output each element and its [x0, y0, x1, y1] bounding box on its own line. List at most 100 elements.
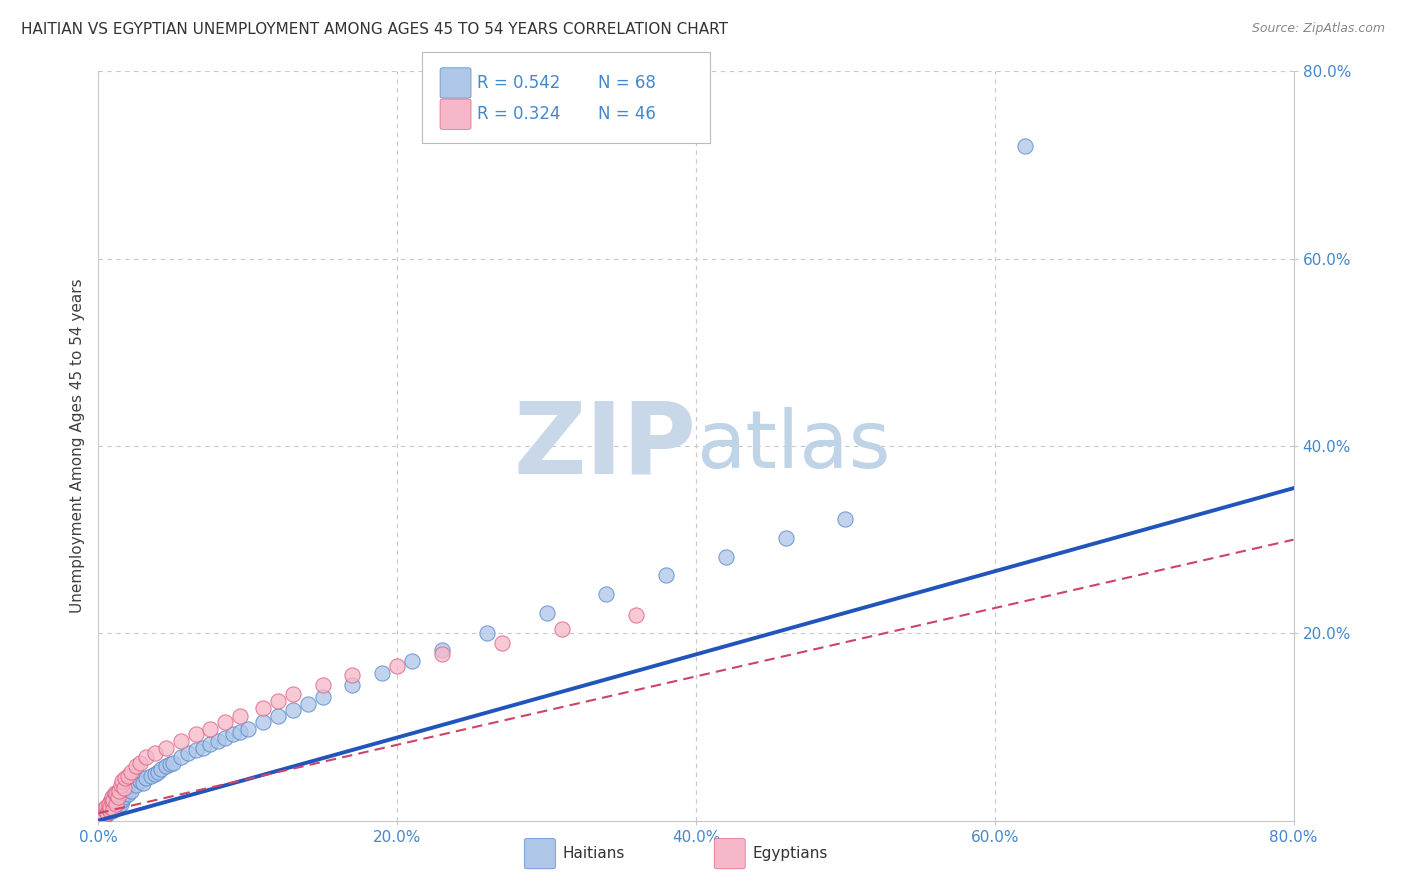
Point — [105, 788, 128, 802]
Point — [110, 778, 132, 792]
Text: N = 46: N = 46 — [598, 105, 655, 123]
Point — [97, 797, 120, 811]
Point — [97, 799, 120, 814]
Point — [132, 776, 155, 790]
Point — [162, 756, 184, 770]
Point — [129, 756, 152, 770]
Point — [834, 512, 856, 526]
Text: R = 0.324: R = 0.324 — [477, 105, 560, 123]
Point — [155, 759, 177, 773]
Point — [96, 806, 118, 821]
Point — [97, 805, 120, 819]
Point — [103, 802, 125, 816]
Point — [491, 635, 513, 649]
Point — [129, 774, 152, 789]
Point — [236, 722, 259, 736]
Point — [155, 740, 177, 755]
Point — [281, 687, 304, 701]
Point — [430, 643, 453, 657]
Point — [135, 750, 157, 764]
Point — [281, 703, 304, 717]
Point — [98, 802, 122, 816]
Point — [536, 606, 558, 620]
Point — [401, 655, 423, 669]
Point — [125, 778, 148, 792]
Point — [90, 809, 112, 823]
Point — [550, 622, 572, 636]
Point — [110, 797, 132, 811]
Point — [475, 626, 498, 640]
Point — [311, 690, 333, 704]
Point — [1014, 139, 1036, 153]
Point — [125, 759, 148, 773]
Text: R = 0.542: R = 0.542 — [477, 74, 560, 92]
Point — [214, 731, 236, 746]
Point — [90, 809, 112, 823]
Point — [169, 734, 191, 748]
Point — [159, 757, 181, 772]
Point — [94, 802, 117, 816]
Point — [104, 802, 127, 816]
Y-axis label: Unemployment Among Ages 45 to 54 years: Unemployment Among Ages 45 to 54 years — [69, 278, 84, 614]
Point — [191, 740, 214, 755]
Text: Source: ZipAtlas.com: Source: ZipAtlas.com — [1251, 22, 1385, 36]
Point — [96, 806, 118, 821]
Point — [200, 737, 222, 751]
Text: N = 68: N = 68 — [598, 74, 655, 92]
Point — [148, 764, 170, 779]
Point — [112, 780, 135, 795]
Point — [120, 764, 142, 779]
Point — [107, 790, 129, 805]
Point — [111, 774, 134, 789]
Point — [267, 708, 290, 723]
Point — [97, 802, 120, 816]
Point — [714, 549, 737, 564]
Point — [103, 793, 125, 807]
Point — [135, 772, 157, 786]
Point — [252, 715, 274, 730]
Point — [108, 786, 131, 800]
Point — [184, 727, 207, 741]
Point — [101, 795, 124, 809]
Point — [120, 783, 142, 797]
Point — [207, 734, 229, 748]
Point — [150, 762, 173, 776]
Point — [595, 587, 617, 601]
Point — [91, 806, 114, 821]
Point — [143, 767, 166, 781]
Point — [114, 786, 136, 800]
Point — [184, 743, 207, 757]
Point — [108, 783, 131, 797]
Point — [626, 607, 648, 622]
Point — [104, 793, 127, 807]
Point — [311, 678, 333, 692]
Point — [105, 797, 128, 811]
Point — [342, 668, 364, 682]
Point — [229, 724, 252, 739]
Point — [655, 568, 678, 582]
Point — [105, 788, 128, 802]
Point — [117, 769, 139, 783]
Text: Haitians: Haitians — [562, 847, 624, 861]
Point — [112, 790, 135, 805]
Point — [115, 780, 138, 795]
Point — [222, 727, 245, 741]
Point — [101, 797, 124, 811]
Point — [214, 715, 236, 730]
Point — [98, 795, 122, 809]
Point — [139, 769, 162, 783]
Text: ZIP: ZIP — [513, 398, 696, 494]
Point — [91, 806, 114, 821]
Point — [110, 788, 132, 802]
Point — [371, 665, 394, 680]
Text: HAITIAN VS EGYPTIAN UNEMPLOYMENT AMONG AGES 45 TO 54 YEARS CORRELATION CHART: HAITIAN VS EGYPTIAN UNEMPLOYMENT AMONG A… — [21, 22, 728, 37]
Point — [105, 797, 128, 811]
Point — [101, 805, 124, 819]
Point — [93, 808, 115, 822]
Point — [117, 788, 139, 802]
Point — [252, 701, 274, 715]
Point — [101, 790, 124, 805]
Point — [94, 808, 117, 822]
Point — [94, 805, 117, 819]
Point — [267, 694, 290, 708]
